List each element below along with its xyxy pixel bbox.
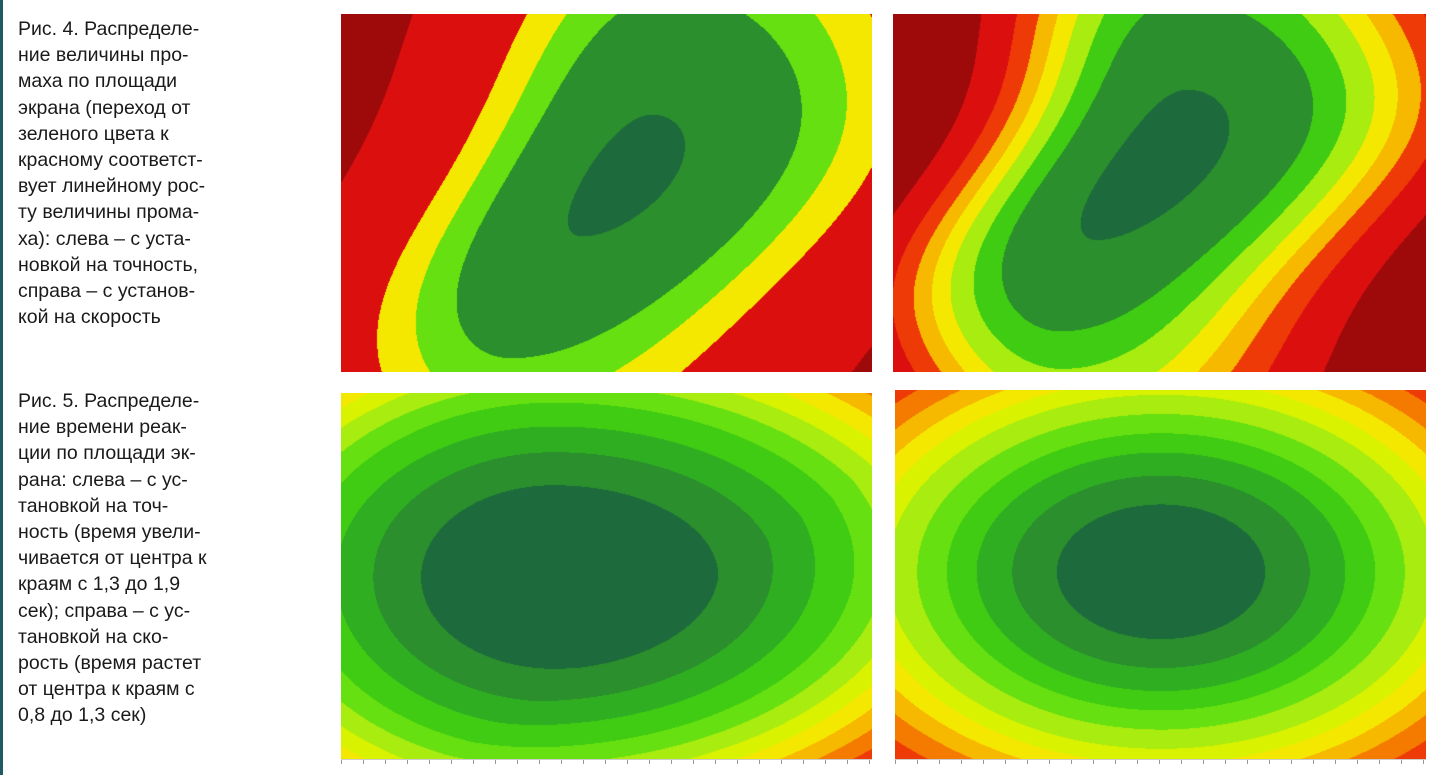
axis-ticks-left [341,759,872,764]
axis-ticks-right [895,759,1426,764]
reaction-time-accuracy-heatmap [341,393,872,760]
figure-4-caption: Рис. 4. Распределе- ние величины про- ма… [18,18,206,329]
miss-distribution-accuracy-heatmap [341,14,872,372]
figure-5-caption: Рис. 5. Распределе- ние времени реак- ци… [18,390,207,727]
miss-distribution-speed-heatmap [893,14,1426,372]
reaction-time-speed-heatmap [895,390,1426,760]
left-border-accent [0,0,3,775]
